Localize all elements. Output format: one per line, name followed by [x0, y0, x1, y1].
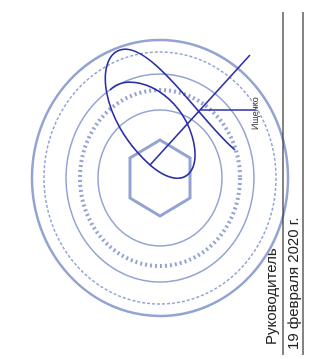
page: {"document": {"signature_block": {"posit…: [0, 0, 318, 359]
signer-name: Ищенко: [250, 97, 260, 130]
document: Руководитель 19 февраля 2020 г. Ищенко: [0, 0, 318, 359]
date: 19 февраля 2020 г.: [285, 217, 302, 350]
position: Руководитель: [263, 248, 280, 345]
